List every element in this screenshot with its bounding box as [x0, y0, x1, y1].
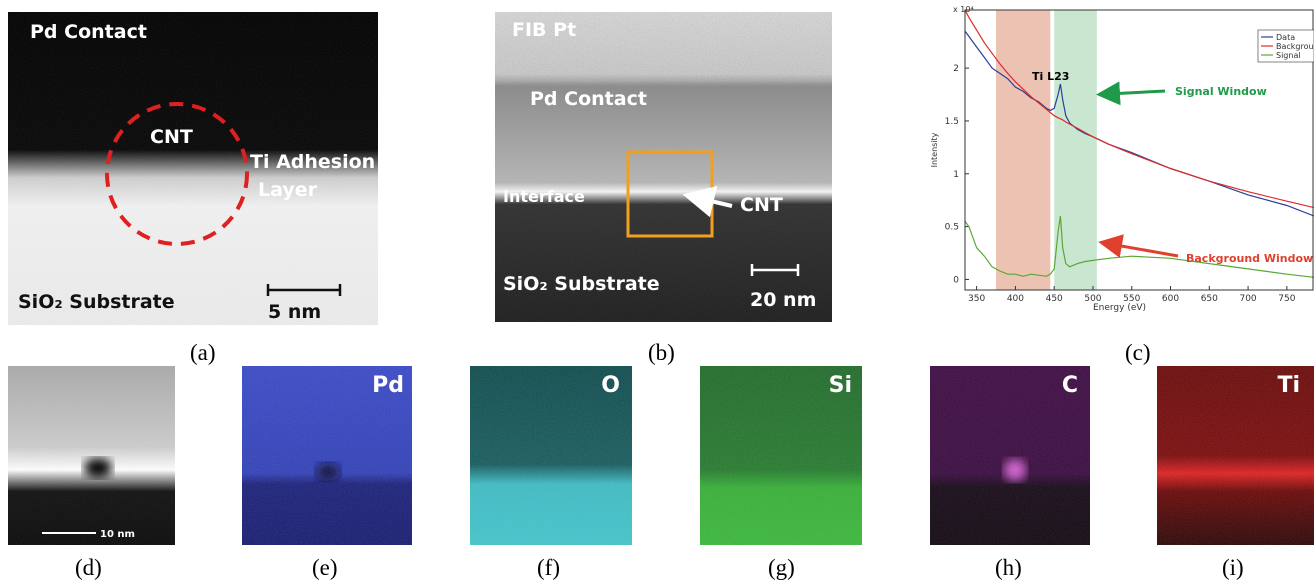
- window: [1054, 10, 1097, 290]
- panel-g: Si (g): [700, 366, 862, 580]
- element-label: Ti: [1277, 373, 1300, 398]
- label: SiO₂ Substrate: [503, 273, 660, 295]
- x-axis-label: Energy (eV): [1093, 303, 1146, 313]
- panel-h: C (h): [930, 366, 1090, 580]
- x-tick-label: 450: [1046, 294, 1063, 304]
- panel-label: (h): [995, 555, 1022, 580]
- element-label: C: [1062, 373, 1078, 398]
- x-tick-label: 650: [1201, 294, 1218, 304]
- x-tick-label: 700: [1239, 294, 1256, 304]
- label: FIB Pt: [512, 19, 576, 41]
- panel-d: 10 nm (d): [8, 366, 175, 580]
- panel-label: (g): [768, 555, 795, 580]
- label: Interface: [503, 187, 585, 206]
- label: CNT: [740, 194, 783, 216]
- scale-label: 20 nm: [750, 289, 816, 311]
- x-tick-label: 400: [1007, 294, 1024, 304]
- y-multiplier: x 10⁴: [953, 5, 974, 14]
- y-tick-label: 1.5: [945, 117, 959, 127]
- panel-label: (f): [537, 555, 560, 580]
- panel-i: Ti (i): [1157, 366, 1314, 580]
- x-tick-label: 750: [1278, 294, 1295, 304]
- panel-label: (a): [190, 340, 216, 365]
- window: [996, 10, 1050, 290]
- scale-label: 10 nm: [100, 529, 135, 540]
- y-tick-label: 0: [953, 275, 959, 285]
- peak-label: Ti L23: [1032, 70, 1069, 83]
- legend-label: Background: [1276, 42, 1314, 51]
- panel-e: Pd (e): [242, 366, 412, 580]
- legend-label: Data: [1276, 33, 1295, 42]
- y-tick-label: 2: [953, 64, 959, 74]
- x-tick-label: 350: [968, 294, 985, 304]
- scale-label: 5 nm: [268, 301, 321, 323]
- element-label: Si: [829, 373, 852, 398]
- panel-a: Pd Contact CNT Ti Adhesion Layer SiO₂ Su…: [8, 12, 378, 365]
- panel-label: (c): [1125, 340, 1151, 365]
- panel-f: O (f): [470, 366, 632, 580]
- label: Pd Contact: [530, 88, 647, 110]
- label: Pd Contact: [30, 21, 147, 43]
- annotation: Signal Window: [1175, 85, 1267, 98]
- label: Ti Adhesion: [250, 151, 375, 173]
- element-label: O: [601, 373, 620, 398]
- label: SiO₂ Substrate: [18, 291, 175, 313]
- label: Layer: [258, 179, 318, 201]
- panel-label: (b): [648, 340, 675, 365]
- y-axis-label: Intensity: [930, 132, 939, 167]
- panel-label: (e): [312, 555, 338, 580]
- element-label: Pd: [372, 373, 404, 398]
- annotation: Background Window: [1186, 252, 1313, 265]
- x-tick-label: 600: [1162, 294, 1179, 304]
- y-tick-label: 1: [953, 170, 959, 180]
- figure: Pd Contact CNT Ti Adhesion Layer SiO₂ Su…: [0, 0, 1314, 582]
- legend-label: Signal: [1276, 51, 1301, 60]
- y-tick-label: 0.5: [945, 223, 959, 233]
- panel-b: FIB Pt Pd Contact Interface CNT SiO₂ Sub…: [495, 12, 832, 365]
- panel-label: (d): [75, 555, 102, 580]
- panel-label: (i): [1222, 555, 1244, 580]
- noise: [8, 366, 175, 545]
- label: CNT: [150, 126, 193, 148]
